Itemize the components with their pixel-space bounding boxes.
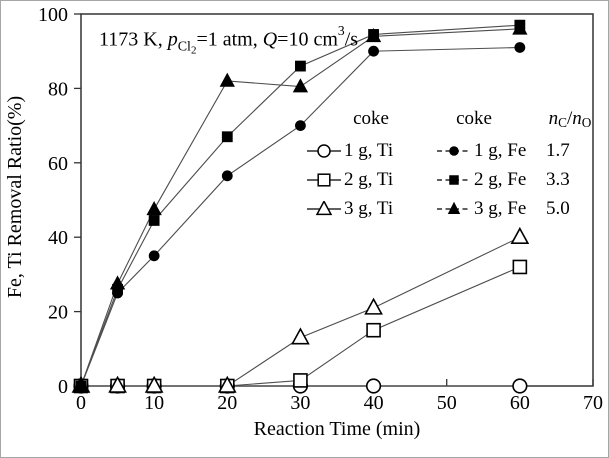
legend-row-3: 3 g, Ti 3 g, Fe 5.0 bbox=[306, 194, 594, 223]
svg-text:0: 0 bbox=[76, 392, 86, 414]
svg-text:20: 20 bbox=[217, 392, 237, 414]
legend-header-row: coke coke nC/nO bbox=[306, 108, 594, 136]
legend-header-nc-no: nC/nO bbox=[548, 108, 592, 131]
legend-ratio-value: 1.7 bbox=[546, 139, 570, 161]
svg-text:0: 0 bbox=[58, 376, 68, 398]
svg-text:60: 60 bbox=[48, 153, 68, 175]
x-axis-title: Reaction Time (min) bbox=[253, 418, 421, 440]
legend-entry-2-g-ti: 2 g, Ti bbox=[306, 169, 436, 191]
markers-2-g-ti bbox=[73, 259, 528, 394]
svg-text:30: 30 bbox=[290, 392, 310, 414]
svg-text:60: 60 bbox=[510, 392, 530, 414]
line-3-g-ti bbox=[81, 236, 521, 387]
svg-text:70: 70 bbox=[583, 392, 603, 414]
legend-entry-3-g-fe: 3 g, Fe bbox=[436, 198, 546, 220]
svg-text:10: 10 bbox=[144, 392, 164, 414]
legend-ratio-value: 3.3 bbox=[546, 168, 570, 190]
legend-glyph-1-g-fe bbox=[437, 145, 471, 156]
legend-label-1-g-fe: 1 g, Fe bbox=[474, 139, 527, 161]
legend-entry-3-g-ti: 3 g, Ti bbox=[306, 198, 436, 220]
legend-label-2-g-ti: 2 g, Ti bbox=[344, 168, 394, 190]
legend-glyph-3-g-fe bbox=[437, 201, 471, 214]
svg-text:100: 100 bbox=[38, 4, 68, 26]
legend-glyph-2-g-fe bbox=[437, 174, 471, 185]
y-axis-title: Fe, Ti Removal Ratio(%) bbox=[4, 95, 26, 299]
legend-label-3-g-ti: 3 g, Ti bbox=[344, 197, 394, 219]
line-2-g-ti bbox=[81, 266, 521, 387]
series-markers bbox=[71, 19, 530, 394]
legend-header-coke-ti: coke bbox=[353, 108, 389, 129]
legend-glyph-1-g-ti bbox=[307, 143, 341, 158]
legend-glyph-2-g-ti bbox=[307, 172, 341, 187]
legend-glyph-3-g-ti bbox=[307, 200, 341, 215]
legend-header-coke-fe: coke bbox=[456, 108, 492, 129]
chart-annotation: 1173 K, pCl2=1 atm, Q=10 cm3/s bbox=[99, 23, 359, 57]
svg-text:20: 20 bbox=[48, 302, 68, 324]
svg-text:40: 40 bbox=[48, 227, 68, 249]
legend-label-2-g-fe: 2 g, Fe bbox=[474, 168, 527, 190]
legend-label-3-g-fe: 3 g, Fe bbox=[474, 197, 527, 219]
svg-text:40: 40 bbox=[364, 392, 384, 414]
legend-row-2: 2 g, Ti 2 g, Fe 3.3 bbox=[306, 165, 594, 194]
legend-entry-1-g-fe: 1 g, Fe bbox=[436, 140, 546, 162]
legend-ratio-value: 5.0 bbox=[546, 197, 570, 219]
chart-legend: coke coke nC/nO 1 g, Ti 1 g, Fe 1.7 2 g, Ti… bbox=[306, 108, 594, 223]
legend-rows: 1 g, Ti 1 g, Fe 1.7 2 g, Ti 2 g, Fe 3.3 3 g, T… bbox=[306, 136, 594, 223]
markers-3-g-ti bbox=[71, 226, 530, 393]
svg-text:80: 80 bbox=[48, 78, 68, 100]
markers-3-g-fe bbox=[73, 20, 528, 392]
legend-label-1-g-ti: 1 g, Ti bbox=[344, 139, 394, 161]
legend-entry-1-g-ti: 1 g, Ti bbox=[306, 140, 436, 162]
legend-row-1: 1 g, Ti 1 g, Fe 1.7 bbox=[306, 136, 594, 165]
svg-text:50: 50 bbox=[437, 392, 457, 414]
legend-entry-2-g-fe: 2 g, Fe bbox=[436, 169, 546, 191]
